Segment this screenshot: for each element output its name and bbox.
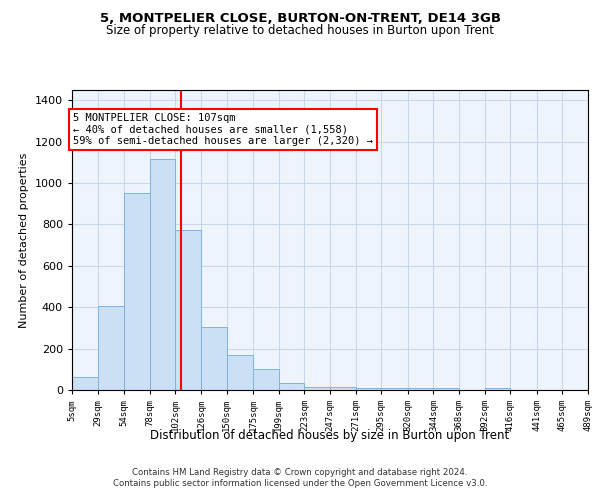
Bar: [124, 194, 150, 390]
Bar: [304, 387, 330, 390]
Bar: [201, 327, 227, 390]
Bar: [381, 388, 408, 390]
Bar: [330, 387, 356, 390]
Bar: [253, 370, 279, 390]
Bar: [485, 388, 510, 390]
Bar: [72, 376, 98, 390]
Y-axis label: Number of detached properties: Number of detached properties: [19, 152, 29, 328]
Text: 5 MONTPELIER CLOSE: 107sqm
← 40% of detached houses are smaller (1,558)
59% of s: 5 MONTPELIER CLOSE: 107sqm ← 40% of deta…: [73, 113, 373, 146]
Text: 5, MONTPELIER CLOSE, BURTON-ON-TRENT, DE14 3GB: 5, MONTPELIER CLOSE, BURTON-ON-TRENT, DE…: [100, 12, 500, 26]
Bar: [433, 388, 459, 390]
Text: Distribution of detached houses by size in Burton upon Trent: Distribution of detached houses by size …: [151, 428, 509, 442]
Text: Size of property relative to detached houses in Burton upon Trent: Size of property relative to detached ho…: [106, 24, 494, 37]
Bar: [279, 383, 304, 390]
Bar: [227, 355, 253, 390]
Bar: [150, 160, 175, 390]
Bar: [356, 388, 381, 390]
Bar: [408, 388, 433, 390]
Text: Contains HM Land Registry data © Crown copyright and database right 2024.
Contai: Contains HM Land Registry data © Crown c…: [113, 468, 487, 487]
Bar: [98, 306, 124, 390]
Bar: [175, 230, 201, 390]
